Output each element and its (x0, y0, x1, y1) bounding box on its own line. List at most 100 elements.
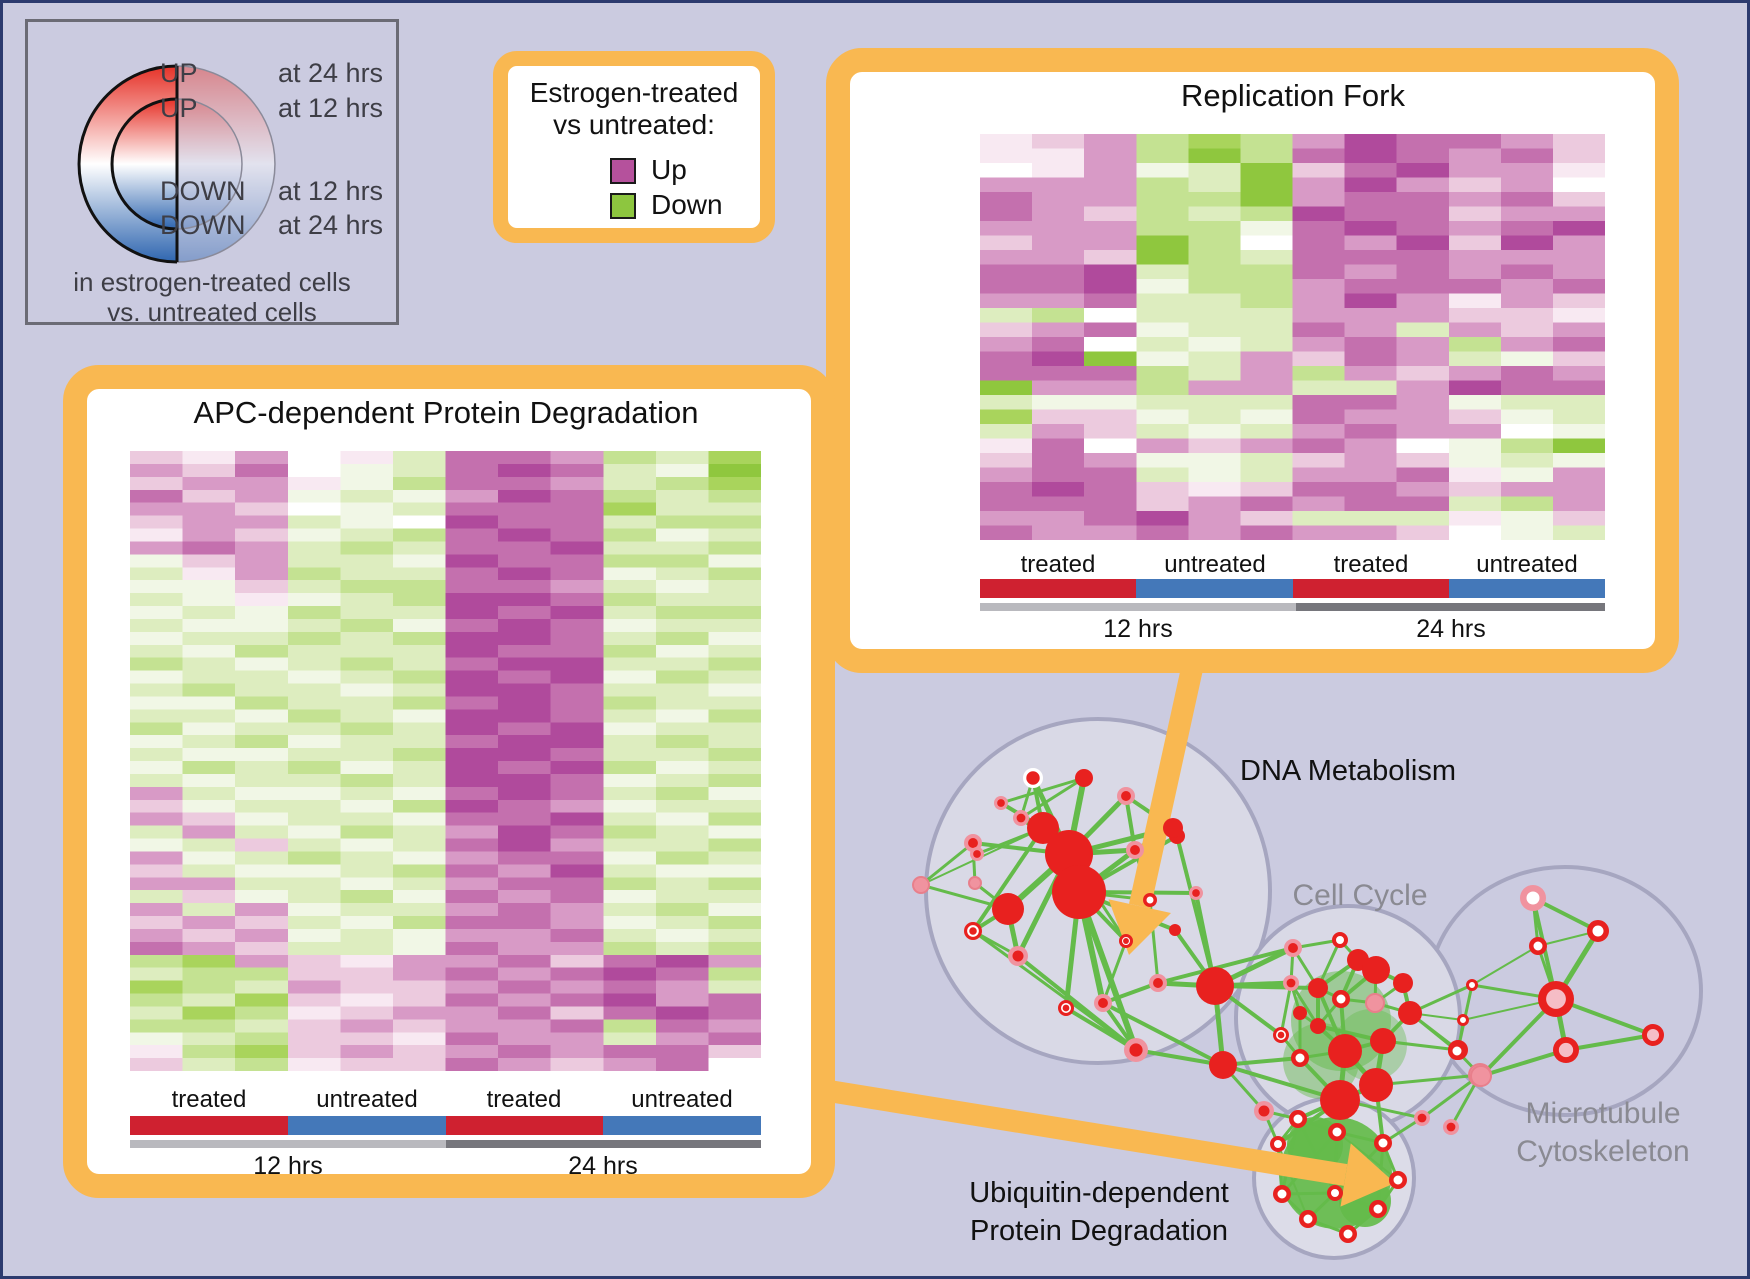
network-node (1374, 1134, 1392, 1152)
rf-condition-bar (980, 579, 1605, 598)
apc-time-bar-12 (130, 1140, 446, 1148)
untreated-bar-segment (603, 1116, 761, 1135)
ring-legend-box: UP at 24 hrs UP at 12 hrs DOWN at 12 hrs… (25, 19, 399, 327)
panel-to-cluster-arrow (827, 1080, 1348, 1186)
up-color-swatch-icon (610, 158, 636, 184)
network-edge (1102, 1001, 1224, 1067)
network-node (1284, 939, 1302, 957)
network-node (1369, 1200, 1387, 1218)
network-node (1362, 956, 1390, 984)
network-node (1457, 1014, 1469, 1026)
label-ubiquitin-line1: Ubiquitin-dependent (969, 1177, 1229, 1209)
network-edge (1336, 1131, 1399, 1181)
ring-row-time: at 12 hrs (278, 176, 384, 206)
network-node (1008, 946, 1028, 966)
network-node (1291, 1049, 1309, 1067)
ring-legend-caption-line1: in estrogen-treated cells (73, 267, 351, 297)
network-node (1587, 920, 1609, 942)
network-node (1310, 1018, 1326, 1034)
estrogen-legend-box: Estrogen-treated vs untreated: Up Down (493, 51, 775, 243)
rf-time-label-12: 12 hrs (1103, 615, 1173, 643)
rf-time-bar-12 (980, 603, 1296, 611)
network-edge (1471, 945, 1539, 986)
apc-panel-title: APC-dependent Protein Degradation (193, 395, 699, 430)
up-swatch-label: Up (651, 154, 687, 185)
ring-legend-caption-line2: vs. untreated cells (107, 297, 317, 327)
rf-time-bar (980, 603, 1605, 611)
estrogen-legend-title-line1: Estrogen-treated (529, 77, 739, 108)
network-node (1254, 1101, 1274, 1121)
network-edge (1222, 1063, 1341, 1102)
network-edge (1175, 835, 1217, 987)
updown-ring-diagram-icon (77, 64, 276, 264)
apc-time-bar (130, 1140, 761, 1148)
label-microtubule-line2: Cytoskeleton (1516, 1135, 1690, 1168)
apc-group-label-treated-12: treated (171, 1086, 247, 1113)
rf-group-label-untreated-24: untreated (1476, 551, 1578, 578)
treated-bar-segment (445, 1116, 604, 1135)
network-node (1052, 865, 1106, 919)
network-node (1332, 990, 1350, 1008)
network-node (1443, 1119, 1459, 1135)
network-edge (1421, 1073, 1481, 1120)
ring-row-direction: DOWN (160, 176, 246, 206)
network-node (1189, 886, 1203, 900)
replication-fork-title: Replication Fork (1181, 78, 1405, 113)
network-node (1470, 1065, 1492, 1087)
network-node (970, 847, 984, 861)
network-edge (1020, 776, 1085, 820)
network-edge (971, 826, 1045, 933)
network-edge (1375, 1073, 1481, 1087)
network-node (1196, 967, 1234, 1005)
ring-row-direction: UP (160, 93, 198, 123)
network-node (1398, 1001, 1422, 1025)
network-node (964, 922, 983, 941)
network-node (1119, 934, 1133, 948)
replication-fork-heatmap (980, 134, 1605, 540)
apc-degradation-panel: APC-dependent Protein Degradation treate… (63, 365, 835, 1198)
apc-condition-bar (130, 1116, 761, 1135)
network-node (1289, 1110, 1307, 1128)
network-edge (1124, 795, 1137, 851)
network-node (1117, 787, 1135, 805)
network-node (1163, 818, 1183, 838)
treated-bar-segment (1292, 579, 1449, 598)
network-node (1124, 1038, 1148, 1062)
network-node (1328, 1034, 1362, 1068)
label-cell-cycle: Cell Cycle (1292, 879, 1428, 912)
estrogen-legend-title-line2: vs untreated: (553, 109, 715, 140)
network-edge (1157, 946, 1294, 985)
pathway-network-svg (827, 652, 1703, 1260)
network-edge (1279, 982, 1293, 1036)
network-node (1273, 1185, 1291, 1203)
network-node (1094, 994, 1112, 1012)
rf-group-label-untreated-12: untreated (1164, 551, 1266, 578)
network-node (994, 796, 1008, 810)
apc-group-label-treated-24: treated (486, 1086, 562, 1113)
network-node (1075, 769, 1093, 787)
network-node (1332, 932, 1348, 948)
network-node (992, 893, 1024, 925)
network-edge (1565, 1033, 1654, 1052)
apc-group-label-untreated-24: untreated (631, 1086, 733, 1113)
network-node (1339, 1225, 1357, 1243)
network-edge (1102, 981, 1159, 1005)
network-node (1149, 974, 1167, 992)
network-node (1058, 1000, 1074, 1016)
network-node (1013, 810, 1029, 826)
network-node (1389, 1171, 1407, 1189)
down-color-swatch-icon (610, 193, 636, 219)
label-dna-metabolism: DNA Metabolism (1240, 755, 1456, 787)
network-node (912, 876, 930, 894)
rf-time-label-24: 24 hrs (1416, 615, 1486, 643)
apc-time-label-12: 12 hrs (253, 1152, 323, 1180)
treated-bar-segment (130, 1116, 288, 1135)
untreated-bar-segment (1136, 579, 1293, 598)
network-node (1538, 981, 1574, 1017)
apc-group-label-untreated-12: untreated (316, 1086, 418, 1113)
network-node (1143, 893, 1157, 907)
network-node (1209, 1051, 1237, 1079)
panel-to-cluster-arrow (1128, 652, 1206, 909)
apc-heatmap (130, 451, 761, 1071)
rf-group-label-treated-24: treated (1333, 551, 1409, 578)
